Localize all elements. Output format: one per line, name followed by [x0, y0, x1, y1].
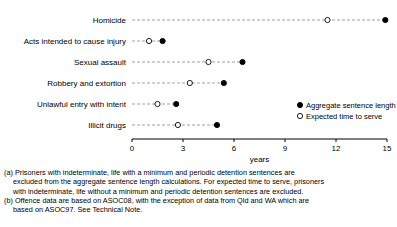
dot: [175, 122, 180, 127]
dot: [160, 38, 165, 43]
dot: [383, 17, 388, 22]
category-label: Homicide: [93, 16, 127, 25]
plot-area: [132, 17, 388, 127]
x-tick-label: 6: [232, 144, 237, 153]
footnote: excluded from the aggregate sentence len…: [13, 177, 324, 186]
dot: [240, 59, 245, 64]
x-tick-label: 0: [130, 144, 135, 153]
guide-line: [132, 83, 224, 84]
dot: [187, 80, 192, 85]
category-label: Illicit drugs: [88, 121, 126, 130]
dot: [206, 59, 211, 64]
legend-marker: [297, 113, 302, 118]
legend-label: Aggregate sentence length: [306, 101, 396, 110]
guide-line: [132, 125, 217, 126]
x-axis-label: years: [250, 155, 270, 164]
legend-marker: [297, 102, 302, 107]
category-label: Acts intended to cause injury: [24, 37, 126, 46]
footnote: based on ASOC97. See Technical Note.: [13, 205, 142, 214]
footnote: (b) Offence data are based on ASOC08, wi…: [4, 196, 309, 205]
legend-label: Expected time to serve: [306, 112, 382, 121]
dot: [155, 101, 160, 106]
x-tick-label: 3: [181, 144, 186, 153]
dot: [146, 38, 151, 43]
x-tick: [234, 139, 235, 142]
dot: [221, 80, 226, 85]
guide-line: [132, 104, 176, 105]
category-label: Robbery and extortion: [47, 79, 126, 88]
x-tick: [285, 139, 286, 142]
dot: [174, 101, 179, 106]
x-tick-label: 9: [283, 144, 288, 153]
guide-line: [132, 20, 385, 21]
x-tick: [387, 139, 388, 142]
x-tick-label: 15: [383, 144, 392, 153]
x-axis: [132, 139, 387, 140]
category-label: Sexual assault: [74, 58, 127, 67]
dot: [214, 122, 219, 127]
category-label: Unlawful entry with intent: [37, 100, 127, 109]
chart: 0 3 6 9 12 15 years Homicide Acts intended to ca…: [0, 0, 397, 227]
x-tick-label: 12: [332, 144, 341, 153]
footnote: with indeterminate, life without a minim…: [12, 187, 303, 196]
guide-line: [132, 62, 243, 63]
x-tick: [336, 139, 337, 142]
footnote: (a) Prisoners with indeterminate, life w…: [4, 168, 295, 177]
x-tick: [183, 139, 184, 142]
dot: [325, 17, 330, 22]
x-tick: [132, 139, 133, 142]
